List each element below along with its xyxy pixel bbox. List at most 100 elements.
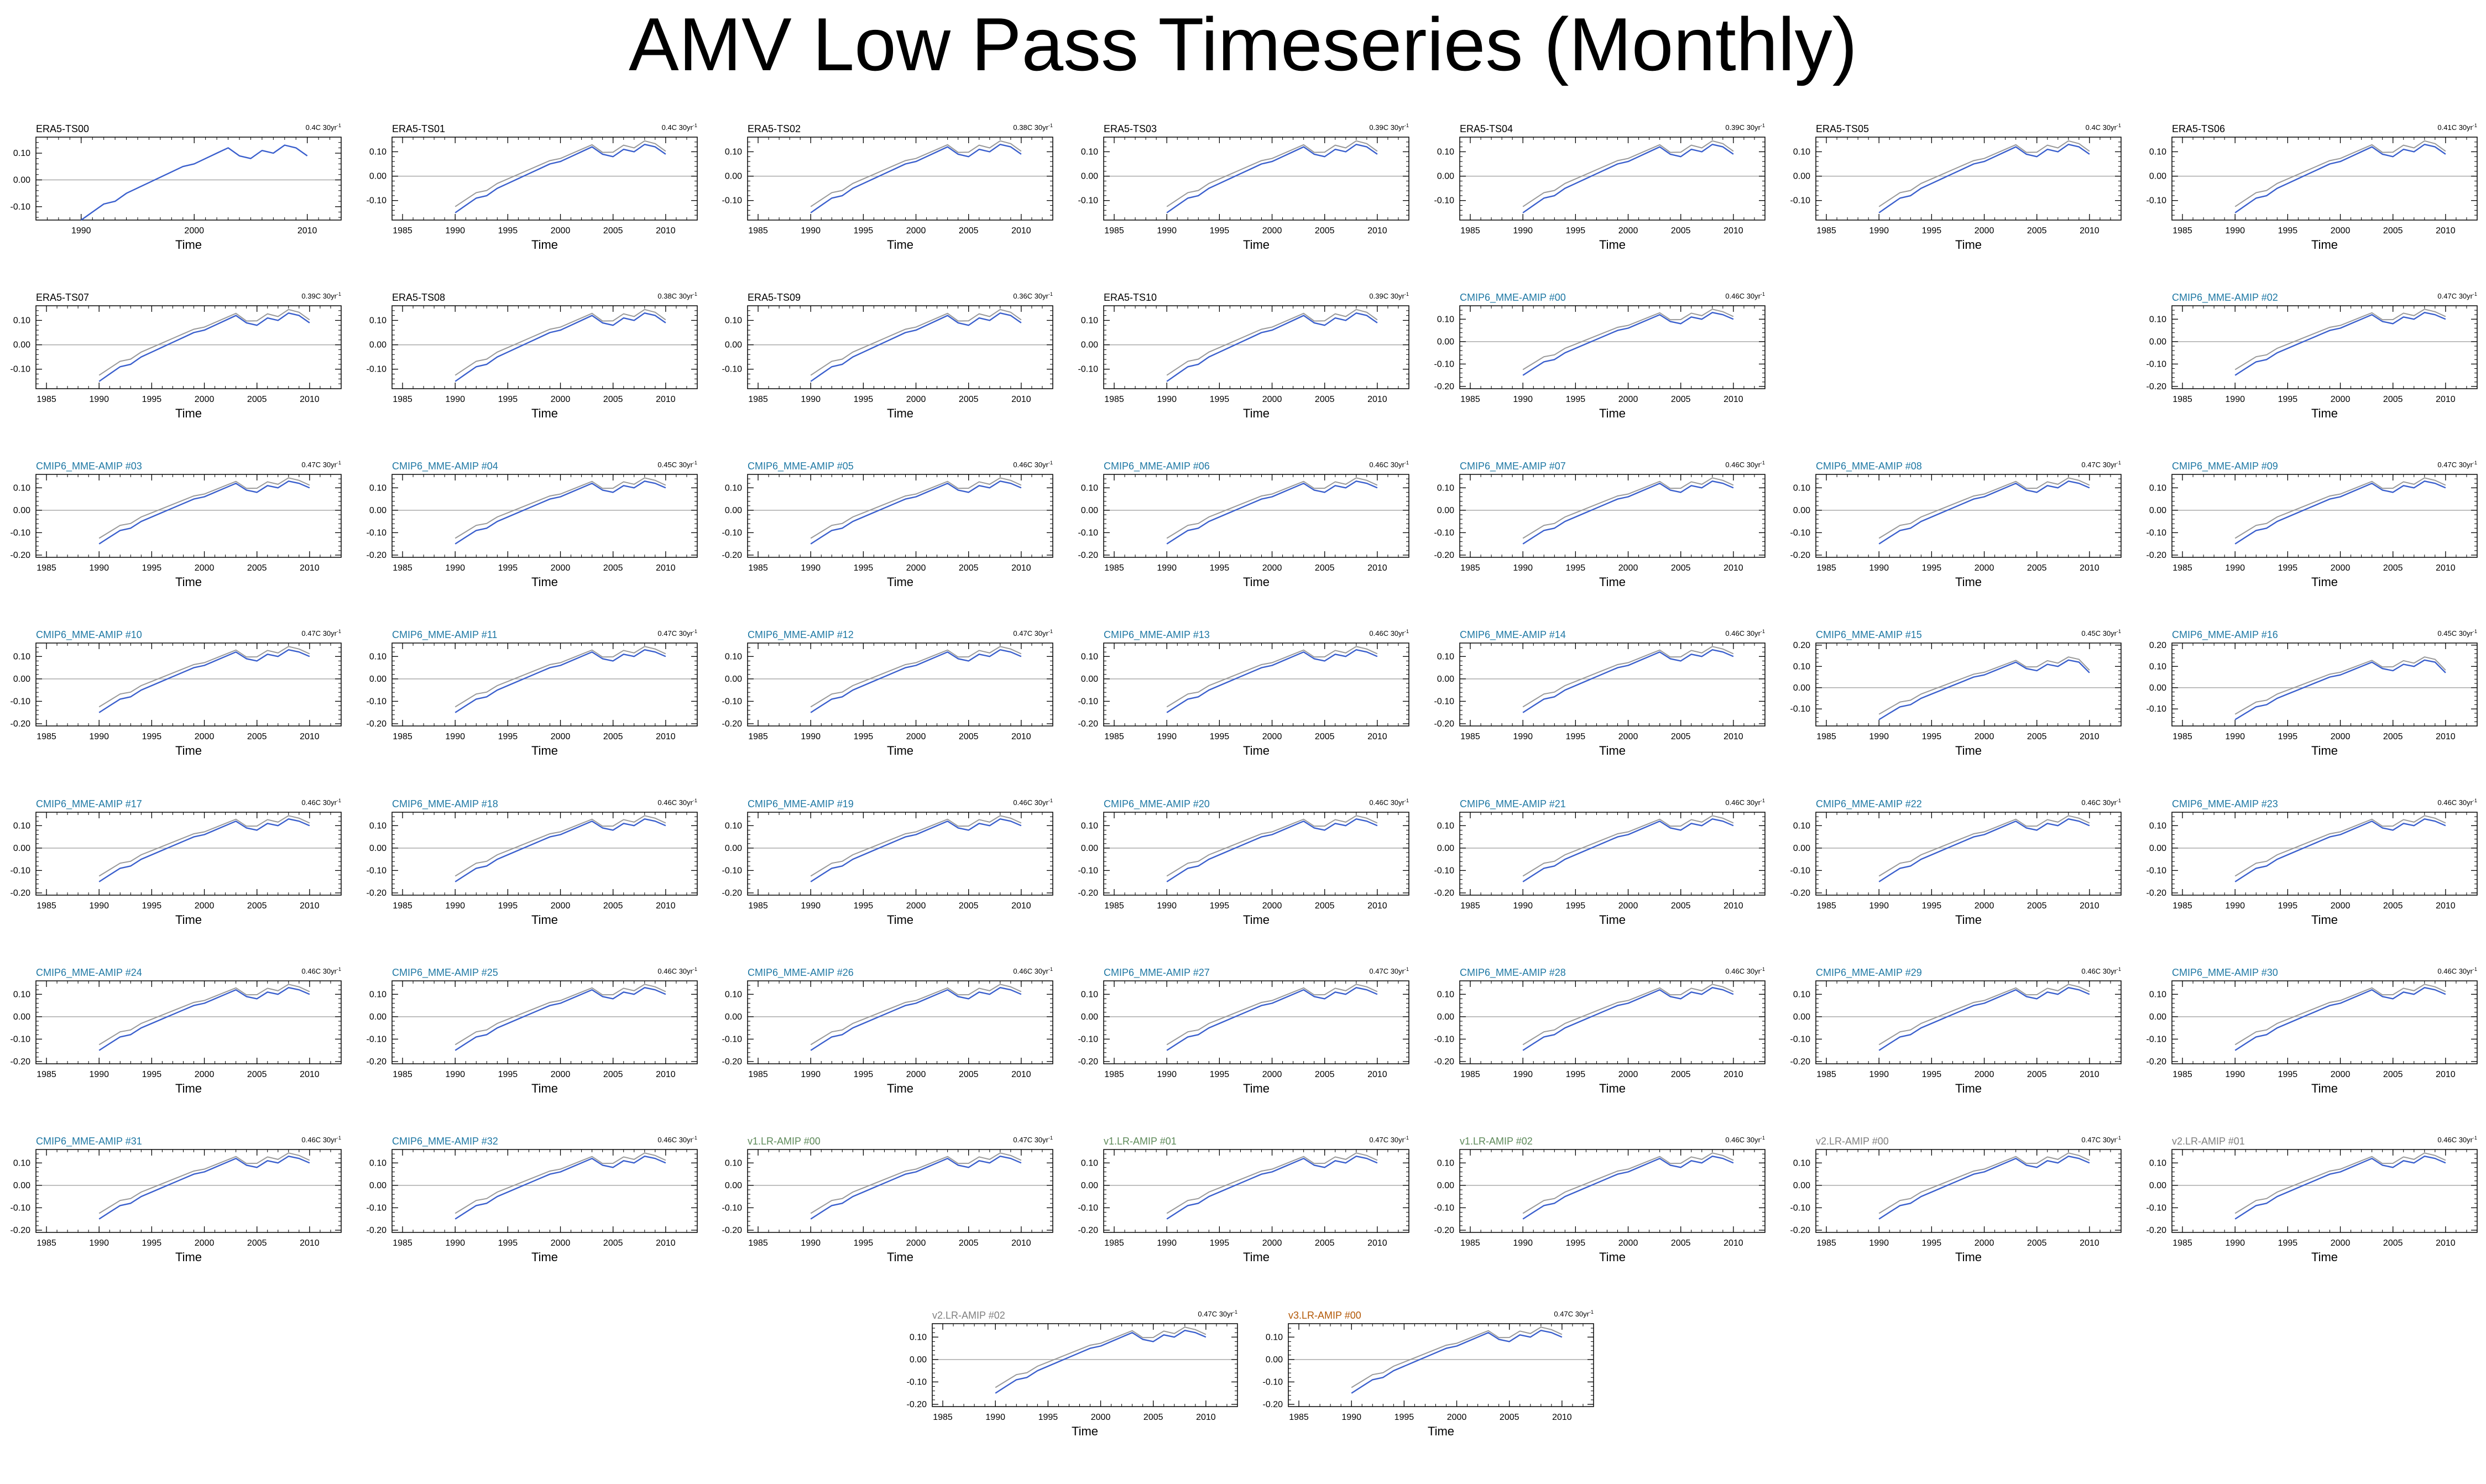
x-tick-label: 2010 [1011,563,1031,573]
x-axis-label: Time [175,744,202,757]
panel-cmip6-mme-amip-15: 1985 1990 1995 2000 2005 2010 -0.10 0.00 0.10 0.2… [1790,629,2122,757]
x-tick-label: 1985 [748,226,768,236]
y-tick-label: -0.10 [1790,704,1811,714]
reference-series-line [1166,309,1378,376]
y-tick-label: -0.20 [1434,382,1455,391]
x-tick-label: 1990 [89,901,109,911]
main-series-line [1878,480,2090,545]
x-tick-label: 1985 [1816,563,1836,573]
x-axis-label: Time [1243,238,1270,252]
x-tick-label: 1995 [498,563,518,573]
panel-cmip6-mme-amip-21: 1985 1990 1995 2000 2005 2010 -0.20 -0.10 0.00 0.… [1434,798,1766,927]
panel-title: CMIP6_MME-AMIP #19 [748,798,854,810]
x-tick-label: 1985 [1104,901,1124,911]
reference-series-line [98,309,310,376]
y-tick-label: -0.10 [722,528,743,537]
panel-title: ERA5-TS08 [392,292,445,303]
x-tick-label: 1985 [1104,395,1124,404]
panel-cmip6-mme-amip-04: 1985 1990 1995 2000 2005 2010 -0.20 -0.10 0.00 0.… [367,460,698,589]
x-tick-label: 2010 [1367,563,1387,573]
panel-cmip6-mme-amip-03: 1985 1990 1995 2000 2005 2010 -0.20 -0.10 0.00 0.… [11,460,342,589]
x-tick-label: 1985 [748,901,768,911]
x-tick-label: 1990 [1157,563,1177,573]
trend-label: 0.4C 30yr-1 [662,123,697,132]
x-tick-label: 2005 [603,395,623,404]
x-tick-label: 2000 [551,226,571,236]
plot-frame [2171,812,2478,896]
y-tick-label: -0.10 [367,365,387,374]
plot-frame [1459,474,1766,558]
panel-title: CMIP6_MME-AMIP #12 [748,629,854,641]
y-tick-label: -0.10 [367,528,387,537]
trend-label: 0.4C 30yr-1 [306,123,341,132]
y-tick-label: 0.10 [1793,821,1810,830]
y-tick-label: -0.10 [11,202,31,212]
x-tick-label: 2005 [1671,901,1691,911]
x-tick-label: 2005 [1315,732,1335,741]
panel-era5-ts10: 1985 1990 1995 2000 2005 2010 -0.10 0.00 0.10 Tim… [1078,291,1409,420]
trend-label: 0.46C 30yr-1 [1369,629,1409,638]
x-tick-label: 2005 [247,901,267,911]
x-tick-label: 1985 [748,1070,768,1079]
x-tick-label: 2010 [2436,563,2456,573]
panel-title: CMIP6_MME-AMIP #21 [1460,798,1566,810]
x-tick-label: 2010 [1724,901,1743,911]
x-tick-label: 2010 [1724,395,1743,404]
y-tick-label: -0.10 [1434,359,1455,369]
main-series-line [2234,480,2446,545]
y-tick-label: -0.10 [1078,196,1099,206]
plot-frame [35,305,342,389]
y-tick-label: -0.10 [722,697,743,706]
x-axis-label: Time [2311,913,2338,927]
x-tick-label: 1990 [1157,395,1177,404]
x-tick-label: 1985 [36,901,56,911]
y-tick-label: -0.20 [367,551,387,560]
y-tick-label: 0.00 [1793,506,1810,515]
x-tick-label: 2005 [247,563,267,573]
x-tick-label: 2010 [2080,563,2099,573]
trend-label: 0.46C 30yr-1 [301,966,341,975]
y-tick-label: 0.00 [725,341,742,350]
panel-title: CMIP6_MME-AMIP #09 [2172,461,2278,472]
x-tick-label: 2010 [2436,395,2456,404]
main-series-line [1166,649,1378,713]
x-tick-label: 1985 [1816,901,1836,911]
y-tick-label: 0.10 [13,990,30,999]
panel-title: ERA5-TS10 [1104,292,1157,303]
x-axis-label: Time [887,238,913,252]
y-tick-label: 0.10 [1437,652,1454,661]
trend-label: 0.46C 30yr-1 [1369,460,1409,469]
main-series-line [1522,144,1734,213]
panel-title: CMIP6_MME-AMIP #02 [2172,292,2278,304]
y-tick-label: 0.00 [369,1012,387,1022]
x-tick-label: 1995 [142,901,162,911]
x-tick-label: 1995 [2278,563,2298,573]
y-tick-label: 0.00 [725,844,742,853]
x-tick-label: 1990 [801,563,821,573]
x-tick-label: 2010 [1367,732,1387,741]
main-series-line [810,818,1022,882]
x-tick-label: 1985 [1816,226,1836,236]
y-tick-label: -0.20 [11,551,31,560]
main-series-line [1166,818,1378,882]
x-tick-label: 2005 [1315,395,1335,404]
panel-cmip6-mme-amip-26: 1985 1990 1995 2000 2005 2010 -0.20 -0.10 0.00 0.… [722,966,1053,1095]
x-tick-label: 2005 [1671,732,1691,741]
x-tick-label: 2000 [184,226,204,236]
y-tick-label: 0.20 [2149,641,2166,650]
x-tick-label: 2000 [906,395,926,404]
page-title: AMV Low Pass Timeseries (Monthly) [629,2,1857,86]
trend-label: 0.47C 30yr-1 [2081,460,2121,469]
plot-frame [391,642,698,727]
x-tick-label: 1990 [1157,732,1177,741]
x-tick-label: 2005 [2383,732,2403,741]
x-tick-label: 2005 [2027,563,2047,573]
x-tick-label: 2000 [195,1070,215,1079]
x-tick-label: 2000 [2331,732,2351,741]
plot-frame [391,137,698,221]
x-tick-label: 2000 [1618,732,1638,741]
x-axis-label: Time [175,238,202,252]
y-tick-label: -0.20 [1434,719,1455,729]
plot-frame [747,980,1053,1064]
